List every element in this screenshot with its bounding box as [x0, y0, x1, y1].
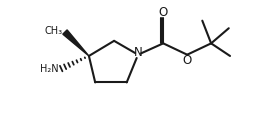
Text: O: O — [183, 54, 192, 67]
Text: N: N — [134, 46, 143, 59]
Text: CH₃: CH₃ — [44, 26, 63, 36]
Text: H₂N: H₂N — [40, 64, 59, 74]
Polygon shape — [63, 30, 89, 56]
Text: O: O — [159, 6, 168, 19]
